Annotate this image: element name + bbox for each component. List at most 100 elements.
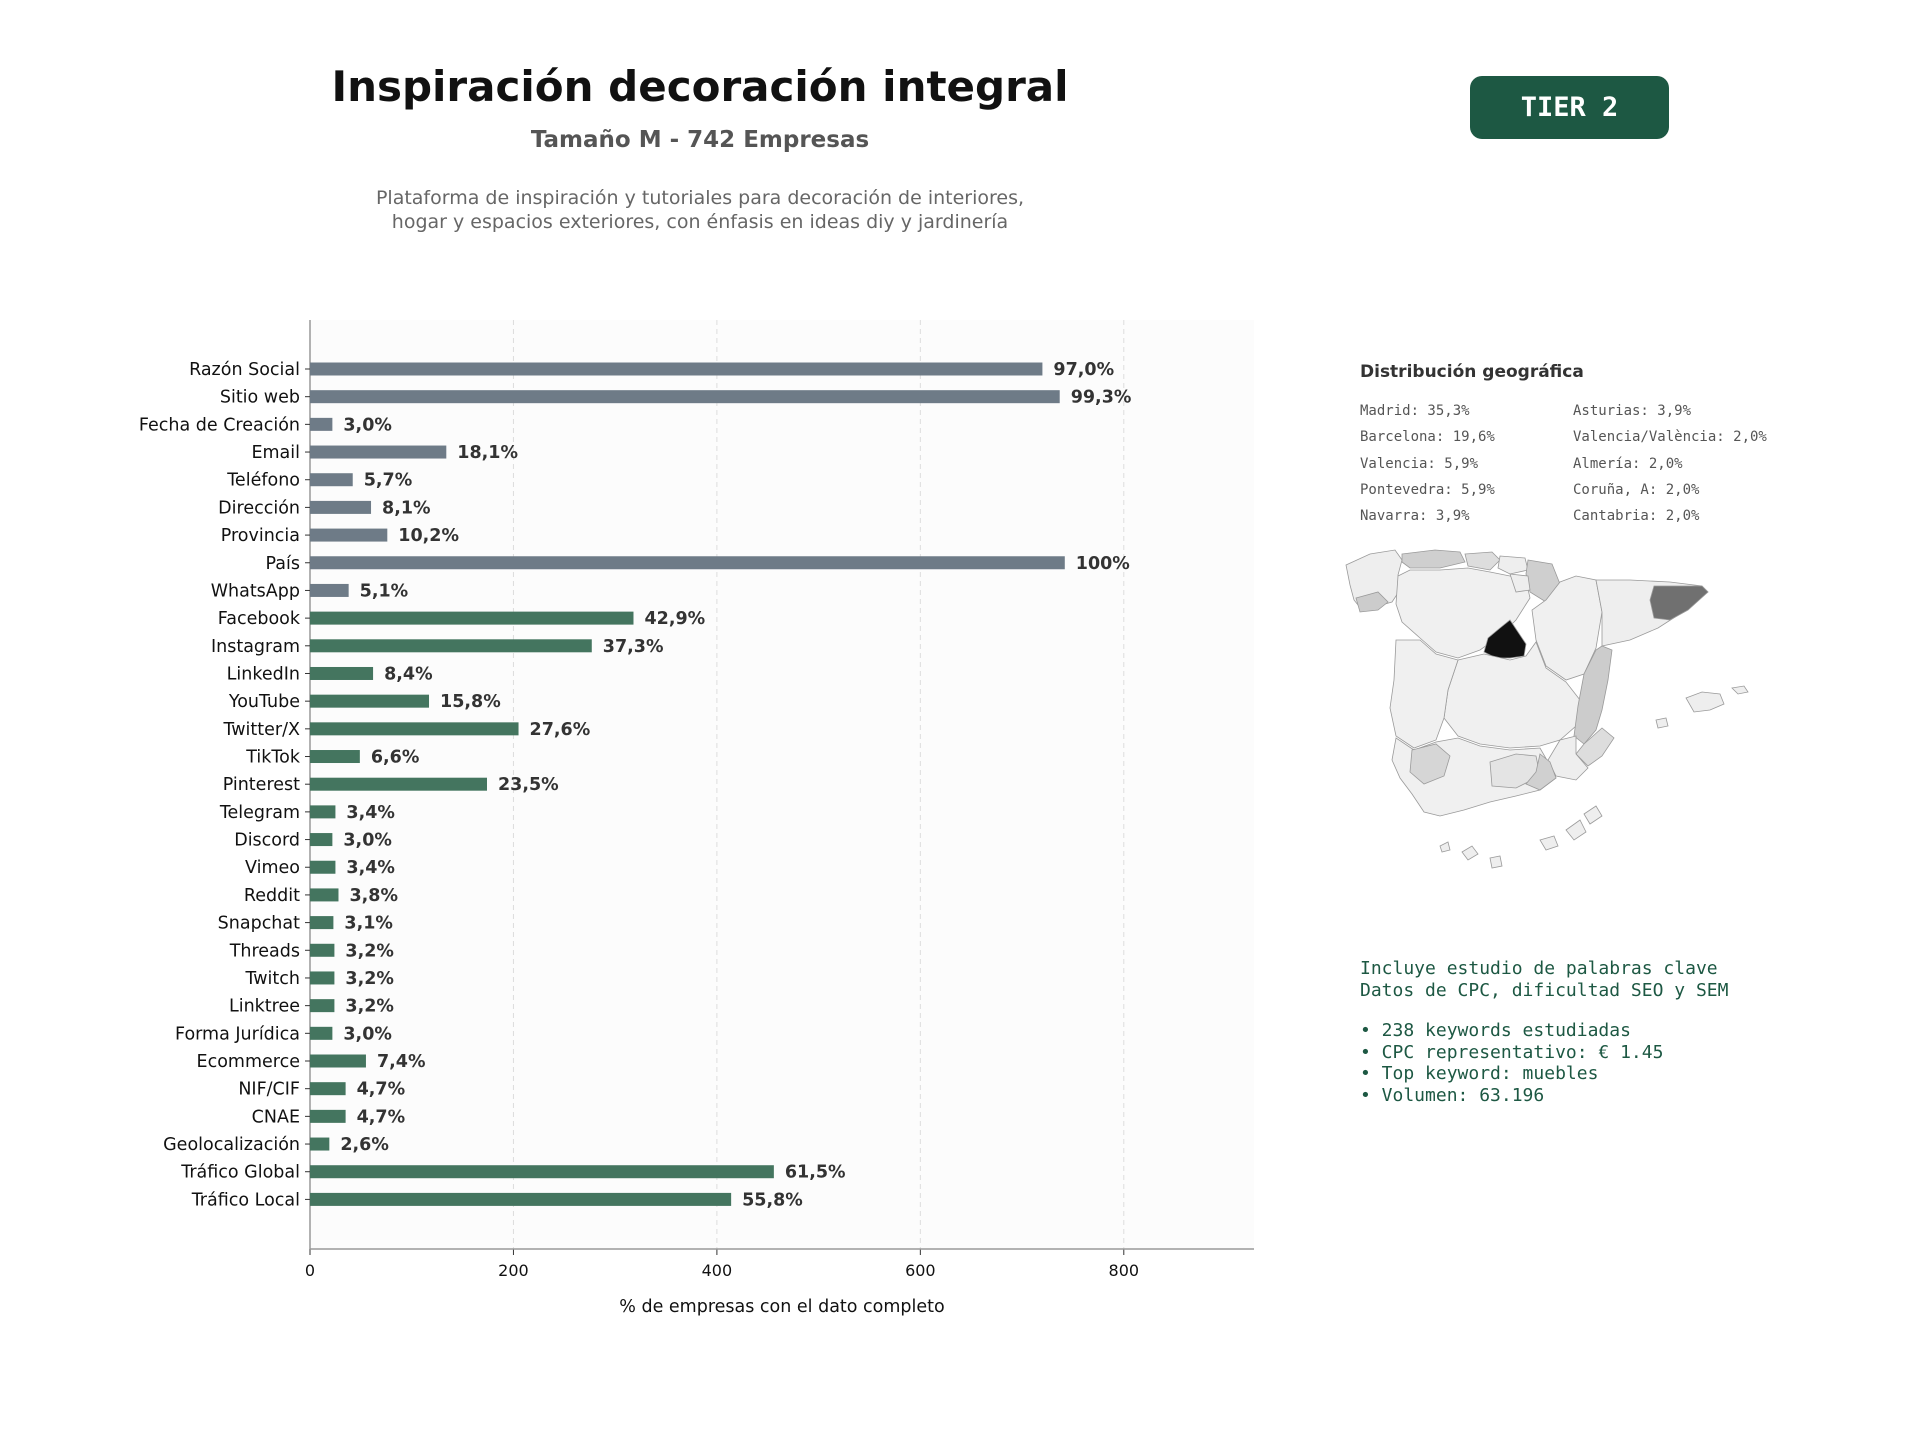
bar	[310, 362, 1043, 376]
category-label: Fecha de Creación	[139, 415, 300, 435]
category-label: Tráfico Local	[191, 1190, 300, 1210]
category-label: Forma Jurídica	[175, 1024, 300, 1044]
bar	[310, 860, 336, 874]
category-label: CNAE	[252, 1107, 300, 1127]
category-label: Telegram	[219, 803, 300, 823]
bar	[310, 1137, 330, 1151]
map-region-canarias-6	[1583, 805, 1603, 825]
bar	[310, 694, 430, 708]
x-tick-label: 800	[1109, 1261, 1140, 1280]
geo-item: Asturias: 3,9%	[1573, 403, 1692, 419]
bar-value-label: 8,1%	[382, 498, 431, 518]
category-label: Dirección	[218, 498, 300, 518]
seo-info-box: Incluye estudio de palabras clave Datos …	[1360, 958, 1728, 1106]
bar-value-label: 3,2%	[345, 969, 394, 989]
bar	[310, 916, 334, 930]
map-region-canarias-1	[1439, 841, 1451, 853]
category-label: Linktree	[229, 997, 300, 1017]
bar-value-label: 5,1%	[360, 581, 409, 601]
page-description: Plataforma de inspiración y tutoriales p…	[200, 186, 1200, 234]
completeness-bar-chart: 0 200 400 600 800 97,0% Razón Social 99,3% Sitio…	[139, 320, 1254, 1317]
bar	[310, 639, 592, 653]
geo-list-left: Madrid: 35,3% Barcelona: 19,6% Valencia:…	[1360, 398, 1495, 529]
bar-value-label: 3,2%	[345, 941, 394, 961]
map-region-ibiza	[1655, 717, 1669, 729]
tier-badge: TIER 2	[1470, 76, 1669, 139]
category-label: WhatsApp	[211, 581, 300, 601]
bar	[310, 528, 388, 542]
category-label: Razón Social	[189, 360, 300, 380]
seo-bullet: • Volumen: 63.196	[1360, 1084, 1545, 1106]
bar	[310, 1026, 333, 1040]
bar	[310, 611, 634, 625]
bar-value-label: 55,8%	[742, 1190, 803, 1210]
page-subtitle: Tamaño M - 742 Empresas	[530, 127, 870, 153]
category-label: Provincia	[221, 526, 300, 546]
bar-value-label: 6,6%	[371, 748, 420, 768]
map-region-asturias	[1401, 549, 1466, 569]
bar	[310, 556, 1065, 570]
category-label: NIF/CIF	[238, 1080, 300, 1100]
geo-item: Pontevedra: 5,9%	[1360, 481, 1495, 498]
geo-item: Cantabria: 2,0%	[1573, 508, 1700, 525]
x-tick-label: 200	[498, 1261, 529, 1280]
bar	[310, 1109, 346, 1123]
bar-value-label: 100%	[1076, 554, 1130, 574]
category-label: Threads	[229, 941, 300, 961]
seo-intro-line: Incluye estudio de palabras clave	[1360, 958, 1718, 979]
bar	[310, 1165, 774, 1179]
geo-distribution-title: Distribución geográfica	[1360, 362, 1584, 382]
description-line: Plataforma de inspiración y tutoriales p…	[375, 187, 1025, 209]
bar-value-label: 99,3%	[1071, 388, 1132, 408]
map-region-galicia	[1345, 549, 1403, 611]
map-region-valencia	[1573, 645, 1613, 745]
bar	[310, 473, 353, 487]
bar-value-label: 10,2%	[398, 526, 459, 546]
map-region-canarias-5	[1565, 819, 1587, 841]
map-region-canarias-4	[1539, 835, 1559, 851]
bar-value-label: 8,4%	[384, 664, 433, 684]
bar-value-label: 3,0%	[343, 415, 392, 435]
seo-intro-line: Datos de CPC, dificultad SEO y SEM	[1360, 979, 1729, 1001]
category-label: País	[266, 554, 300, 574]
bar	[310, 888, 339, 902]
category-label: Geolocalización	[163, 1135, 300, 1155]
map-region-canarias-3	[1489, 855, 1503, 869]
bar-value-label: 23,5%	[498, 775, 559, 795]
page-title: Inspiración decoración integral	[331, 62, 1069, 111]
bar	[310, 390, 1060, 404]
bar-value-label: 15,8%	[440, 692, 501, 712]
category-label: Sitio web	[220, 388, 300, 408]
bar-value-label: 4,7%	[357, 1080, 406, 1100]
category-label: YouTube	[228, 692, 300, 712]
bar-value-label: 27,6%	[530, 720, 591, 740]
x-tick-label: 0	[305, 1261, 315, 1280]
category-label: Tráfico Global	[180, 1163, 300, 1183]
category-label: Twitter/X	[222, 720, 300, 740]
category-label: Vimeo	[245, 858, 300, 878]
bar-value-label: 3,0%	[343, 831, 392, 851]
bar-value-label: 3,0%	[343, 1024, 392, 1044]
geo-item: Coruña, A: 2,0%	[1573, 481, 1700, 498]
bar	[310, 805, 336, 819]
geo-list-right: Asturias: 3,9% Valencia/València: 2,0% A…	[1573, 398, 1767, 529]
bar-value-label: 42,9%	[644, 609, 705, 629]
bar-value-label: 18,1%	[457, 443, 518, 463]
bar-value-label: 3,8%	[349, 886, 398, 906]
category-label: TikTok	[245, 748, 301, 768]
bar	[310, 971, 335, 985]
seo-bullet: • Top keyword: muebles	[1360, 1063, 1599, 1084]
bar	[310, 833, 333, 847]
map-region-menorca	[1731, 685, 1749, 695]
category-label: Discord	[234, 831, 300, 851]
bar-value-label: 3,4%	[346, 858, 395, 878]
bar-value-label: 2,6%	[340, 1135, 389, 1155]
bar-value-label: 3,2%	[345, 997, 394, 1017]
bar-value-label: 5,7%	[364, 471, 413, 491]
bar	[310, 1192, 732, 1206]
bar	[310, 1054, 366, 1068]
bar	[310, 943, 335, 957]
x-tick-label: 600	[905, 1261, 936, 1280]
spain-choropleth-map	[1345, 549, 1749, 869]
map-region-barcelona	[1649, 585, 1709, 621]
